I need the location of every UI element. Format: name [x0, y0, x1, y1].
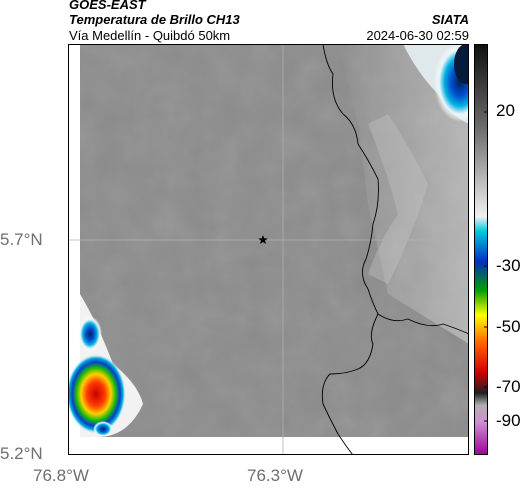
colorbar-tick-neg90: -90: [496, 411, 521, 430]
colorbar-tick-neg70: -70: [496, 377, 521, 396]
colorbar-tick-neg50: -50: [496, 317, 521, 336]
colorbar-tick-neg30: -30: [496, 256, 521, 275]
lon-label-left: 76.8°W: [33, 466, 89, 485]
star-icon: [258, 235, 268, 244]
brightness-temperature-map[interactable]: [68, 44, 469, 455]
department-border: [321, 44, 379, 455]
route-label: Vía Medellín - Quibdó 50km: [69, 28, 231, 43]
department-border-branch: [377, 313, 469, 335]
colorbar-tick-20: 20: [496, 101, 515, 120]
organization-label: SIATA: [431, 12, 469, 27]
satellite-source: GOES-EAST: [69, 0, 146, 12]
datetime-label: 2024-06-30 02:59: [366, 28, 469, 43]
lon-label-right: 76.3°W: [247, 466, 303, 485]
product-title: Temperatura de Brillo CH13: [69, 12, 240, 27]
colorbar: [474, 44, 488, 455]
lat-label-bottom: 5.2°N: [0, 444, 43, 463]
lat-label-top: 5.7°N: [0, 230, 43, 249]
